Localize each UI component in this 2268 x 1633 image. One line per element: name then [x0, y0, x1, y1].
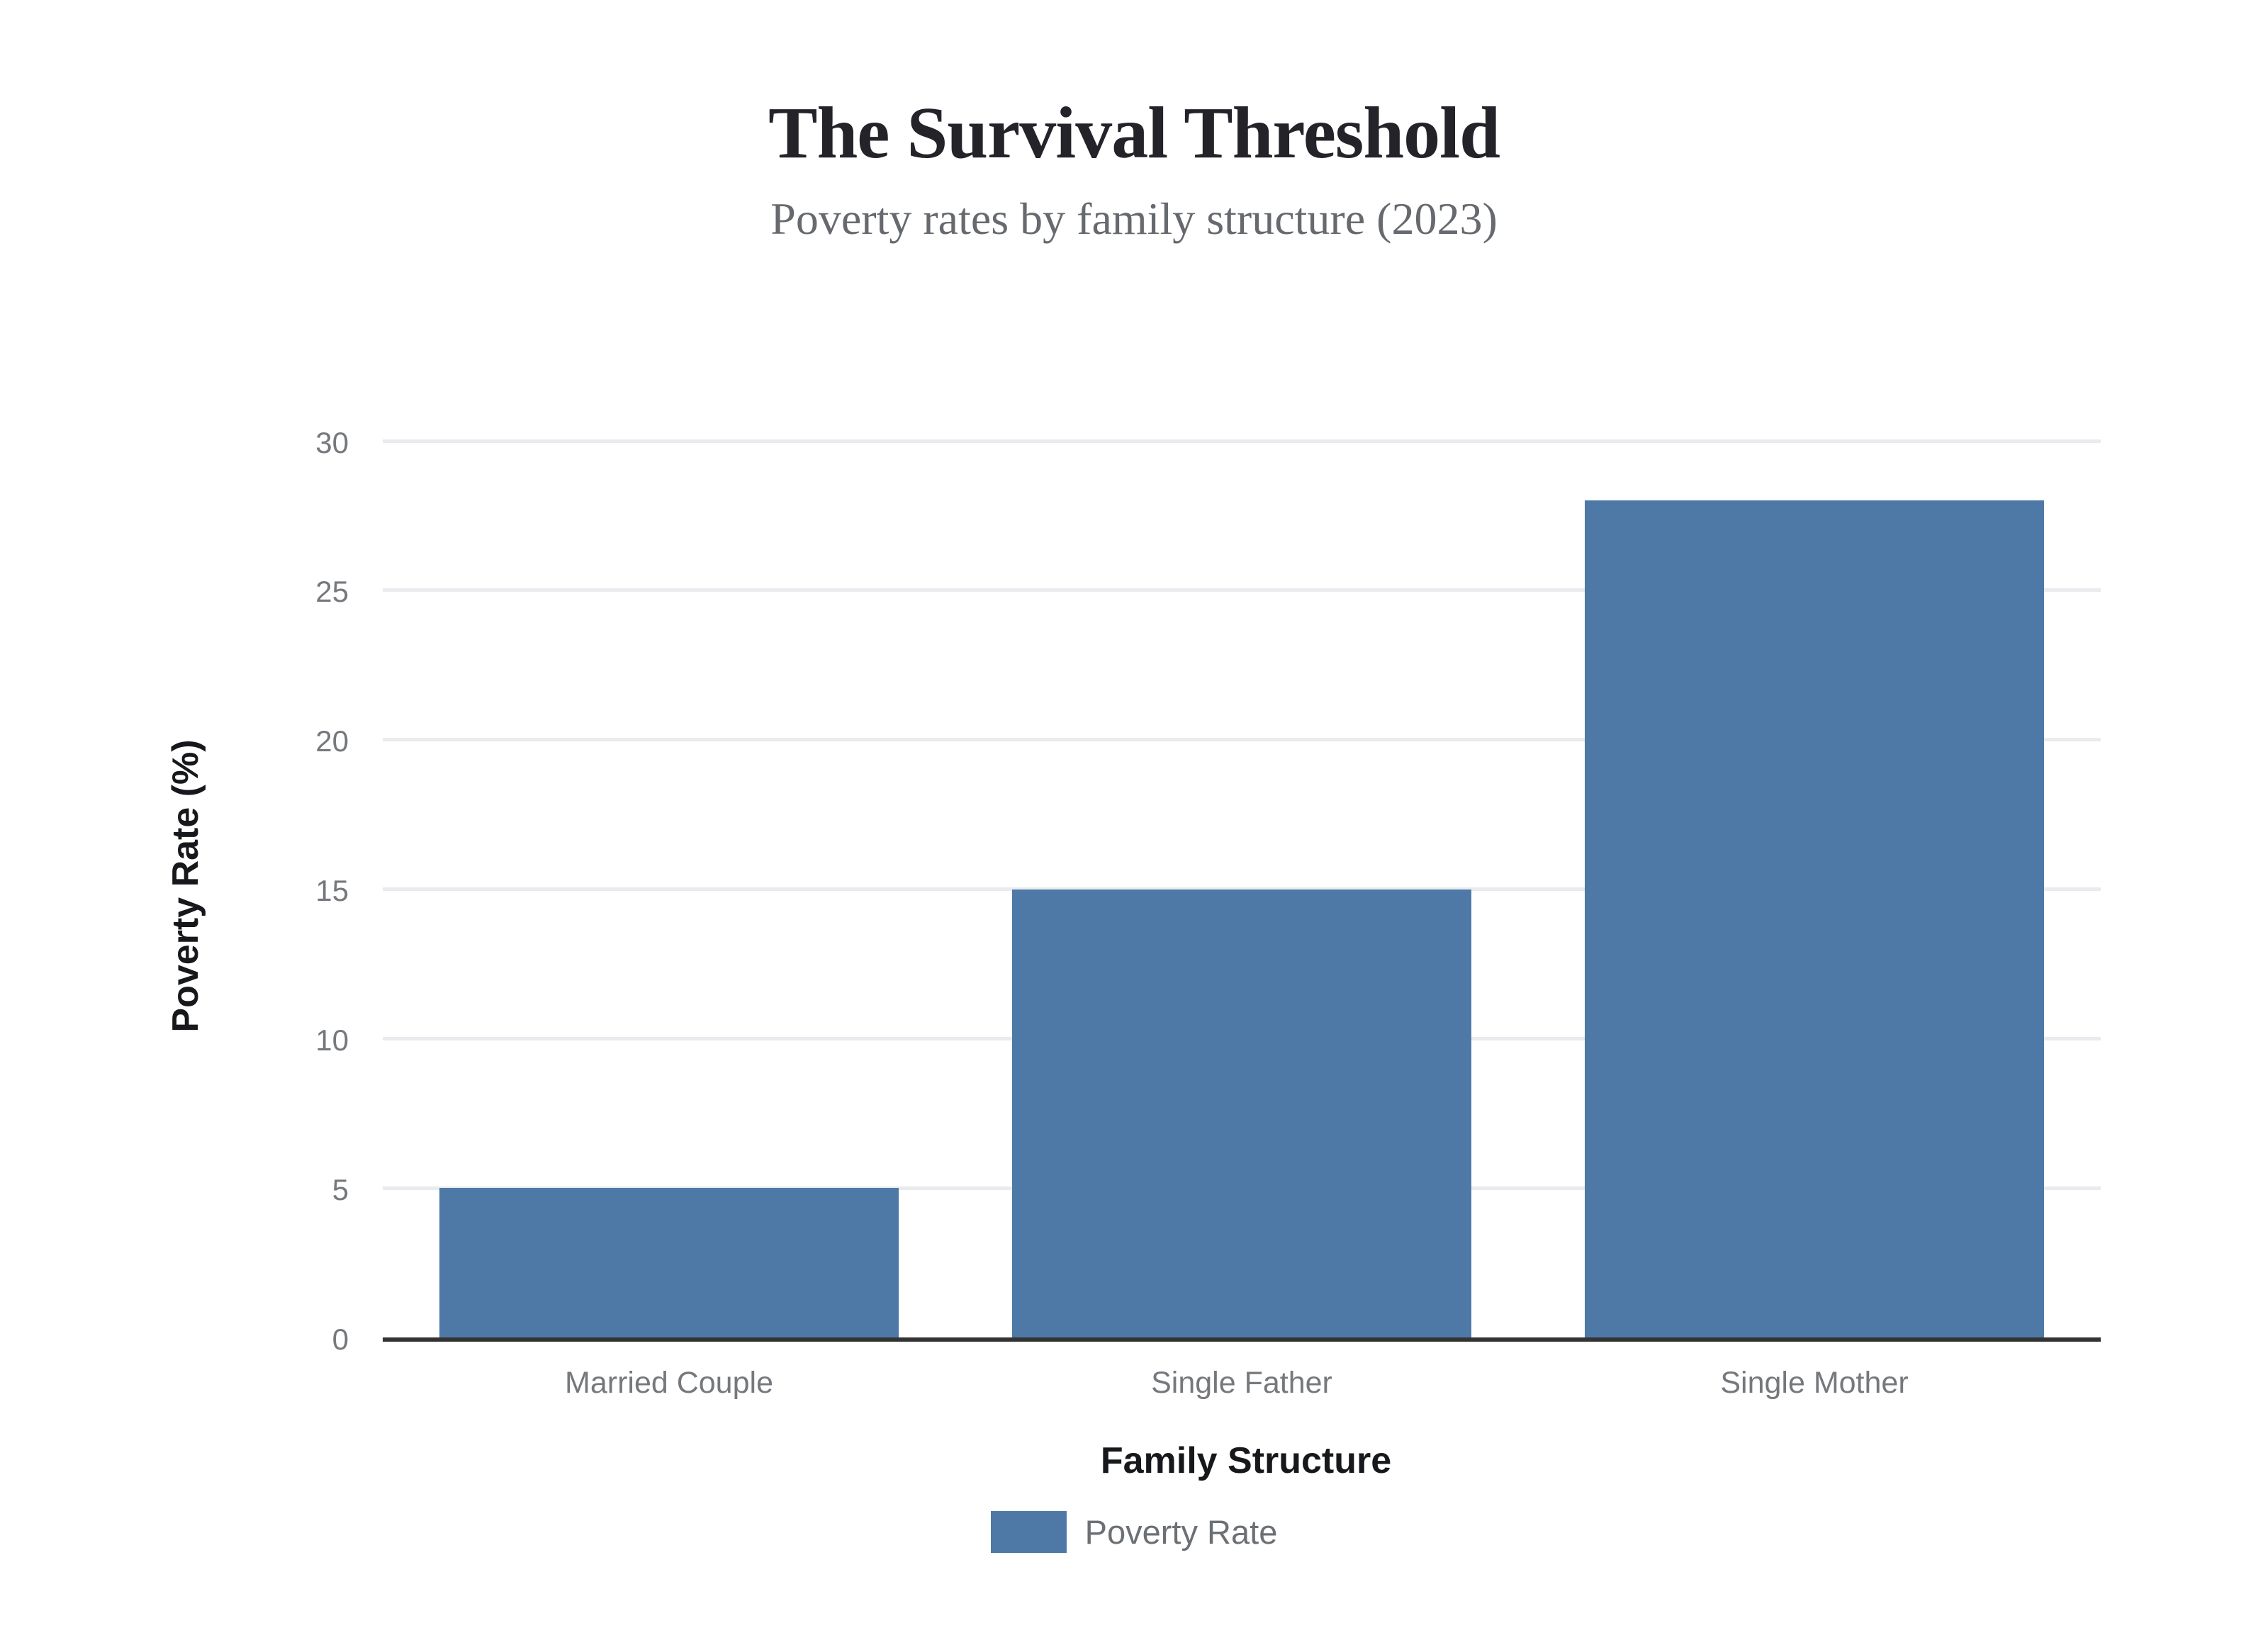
legend-swatch: [990, 1510, 1067, 1553]
x-tick-label-single-mother: Single Mother: [1720, 1366, 1909, 1400]
legend-label: Poverty Rate: [1084, 1513, 1278, 1551]
x-tick-label-married-couple: Married Couple: [565, 1366, 773, 1400]
chart-subtitle: Poverty rates by family structure (2023): [770, 193, 1498, 244]
bar-single-mother: [1585, 500, 2044, 1337]
bar-single-father: [1012, 889, 1471, 1337]
y-tick-label-5: 5: [332, 1172, 349, 1206]
legend: Poverty Rate: [0, 1507, 2268, 1556]
y-tick-label-30: 30: [315, 425, 349, 459]
x-axis-title: Family Structure: [1100, 1440, 1392, 1481]
gridline-20: [383, 738, 2101, 742]
gridline-30: [383, 439, 2101, 443]
plot-area: [383, 439, 2101, 1342]
chart-title: The Survival Threshold: [768, 92, 1500, 174]
gridline-25: [383, 588, 2101, 593]
y-tick-label-20: 20: [315, 724, 349, 758]
y-tick-label-10: 10: [315, 1023, 349, 1057]
y-tick-label-0: 0: [332, 1322, 349, 1356]
y-tick-label-15: 15: [315, 874, 349, 907]
x-tick-label-single-father: Single Father: [1151, 1366, 1332, 1400]
y-tick-label-25: 25: [315, 575, 349, 609]
bar-married-couple: [439, 1188, 899, 1337]
